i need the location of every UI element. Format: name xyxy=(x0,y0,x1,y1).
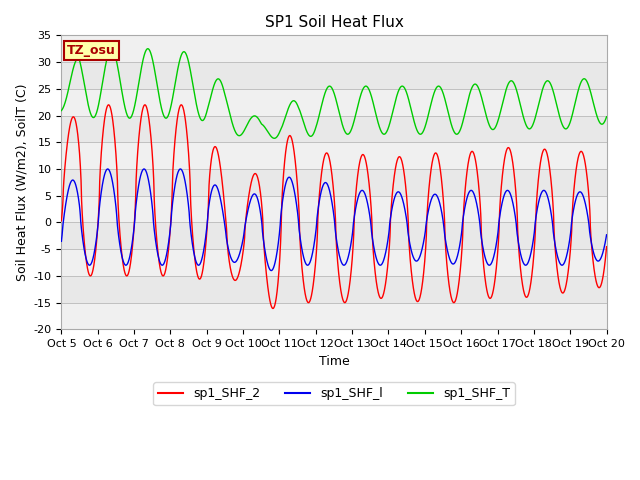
Bar xyxy=(61,36,607,62)
Bar xyxy=(61,142,607,169)
Text: TZ_osu: TZ_osu xyxy=(67,44,116,57)
Title: SP1 Soil Heat Flux: SP1 Soil Heat Flux xyxy=(264,15,403,30)
Bar xyxy=(61,249,607,276)
Legend: sp1_SHF_2, sp1_SHF_l, sp1_SHF_T: sp1_SHF_2, sp1_SHF_l, sp1_SHF_T xyxy=(153,383,515,406)
Y-axis label: Soil Heat Flux (W/m2), SoilT (C): Soil Heat Flux (W/m2), SoilT (C) xyxy=(15,84,28,281)
Bar xyxy=(61,302,607,329)
Bar xyxy=(61,196,607,222)
Bar xyxy=(61,89,607,116)
X-axis label: Time: Time xyxy=(319,355,349,368)
